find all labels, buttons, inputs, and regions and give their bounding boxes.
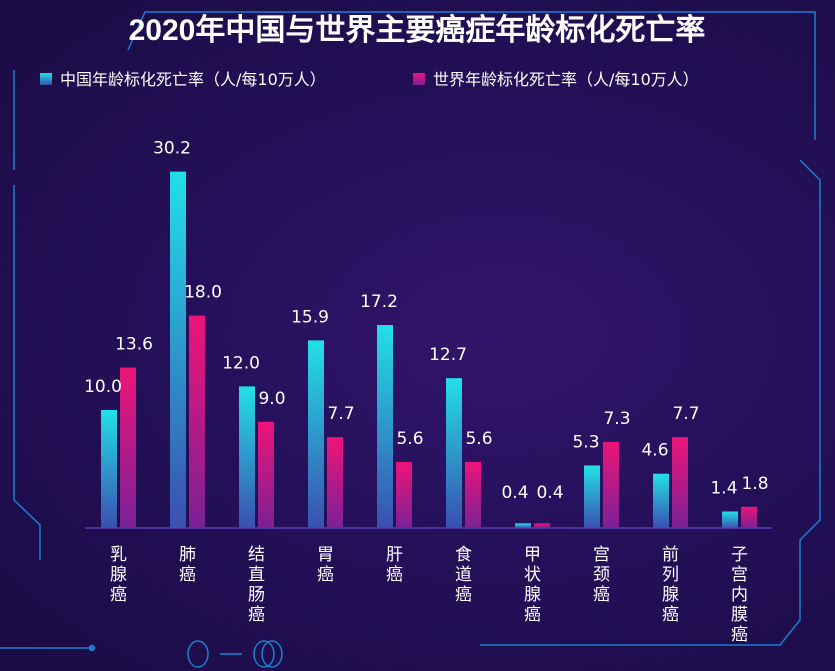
x-tick-label: 前 xyxy=(662,545,679,565)
bar-world xyxy=(396,461,412,528)
bar-world xyxy=(534,523,550,528)
bar-china xyxy=(308,340,324,528)
bar-world xyxy=(189,315,205,528)
data-label-china: 12.0 xyxy=(222,353,260,373)
x-tick-label: 肺 xyxy=(179,545,196,565)
bar-world xyxy=(120,367,136,528)
bars xyxy=(101,171,757,528)
legend: 中国年龄标化死亡率（人/每10万人） 世界年龄标化死亡率（人/每10万人） xyxy=(40,70,699,89)
x-tick-label: 癌 xyxy=(386,565,403,585)
bar-world xyxy=(672,437,688,528)
data-label-world: 13.6 xyxy=(115,335,153,355)
x-tick-label: 腺 xyxy=(662,585,679,605)
legend-label-world: 世界年龄标化死亡率（人/每10万人） xyxy=(433,70,699,89)
bar-china xyxy=(101,410,117,528)
legend-swatch-china xyxy=(40,73,52,85)
x-tick-label: 道 xyxy=(455,565,472,585)
x-tick-label: 列 xyxy=(662,565,679,585)
legend-swatch-world xyxy=(413,73,425,85)
x-tick-label: 乳 xyxy=(110,545,127,565)
frame-line-left xyxy=(13,70,41,560)
x-tick-label: 结 xyxy=(248,545,265,565)
frame-line-right xyxy=(480,159,821,646)
chart-title: 2020年中国与世界主要癌症年龄标化死亡率 xyxy=(129,13,706,47)
x-tick-label: 癌 xyxy=(662,605,679,625)
x-tick-label: 膜 xyxy=(731,605,748,625)
bar-china xyxy=(170,171,186,528)
legend-label-china: 中国年龄标化死亡率（人/每10万人） xyxy=(60,70,326,89)
data-label-world: 9.0 xyxy=(258,389,285,409)
x-tick-label: 状 xyxy=(524,565,541,585)
x-tick-label: 子 xyxy=(731,545,748,565)
data-label-china: 12.7 xyxy=(429,345,467,365)
x-tick-label: 癌 xyxy=(248,605,265,625)
bar-china xyxy=(722,511,738,528)
frame-line-top xyxy=(127,11,816,140)
data-label-world: 5.6 xyxy=(465,429,492,449)
x-tick-label: 癌 xyxy=(179,565,196,585)
bar-world xyxy=(258,421,274,528)
x-tick-label: 肝 xyxy=(386,545,403,565)
bar-world xyxy=(603,441,619,528)
data-label-china: 0.4 xyxy=(501,483,528,503)
data-labels: 10.0 13.6 30.2 18.0 12.0 9.0 15.9 7.7 17.2 5.6 12.… xyxy=(84,139,768,503)
x-tick-label: 癌 xyxy=(455,585,472,605)
x-tick-label: 宫 xyxy=(593,545,610,565)
x-tick-label: 癌 xyxy=(593,585,610,605)
bar-china xyxy=(515,523,531,528)
data-label-china: 1.4 xyxy=(710,478,737,498)
data-label-world: 7.3 xyxy=(603,409,630,429)
x-tick-label: 颈 xyxy=(593,565,610,585)
bar-china xyxy=(653,473,669,528)
x-tick-label: 宫 xyxy=(731,565,748,585)
data-label-china: 10.0 xyxy=(84,377,122,397)
data-label-world: 5.6 xyxy=(396,429,423,449)
x-tick-label: 癌 xyxy=(317,565,334,585)
x-tick-label: 胃 xyxy=(317,545,334,565)
x-tick-label: 腺 xyxy=(524,585,541,605)
data-label-china: 30.2 xyxy=(153,139,191,159)
x-tick-label: 癌 xyxy=(524,605,541,625)
x-tick-label: 肠 xyxy=(248,585,265,605)
data-label-china: 5.3 xyxy=(572,432,599,452)
bar-world xyxy=(741,506,757,528)
x-tick-label: 癌 xyxy=(731,625,748,645)
bar-world xyxy=(327,437,343,528)
bar-china xyxy=(584,465,600,528)
bar-china xyxy=(446,378,462,528)
data-label-world: 18.0 xyxy=(184,283,222,303)
x-tick-label: 癌 xyxy=(110,585,127,605)
decorations xyxy=(0,11,821,668)
data-label-world: 1.8 xyxy=(741,474,768,494)
data-label-china: 15.9 xyxy=(291,307,329,327)
x-tick-label: 食 xyxy=(455,545,472,565)
x-tick-label: 甲 xyxy=(524,545,541,565)
data-label-world: 7.7 xyxy=(672,404,699,424)
bar-world xyxy=(465,461,481,528)
x-tick-label: 内 xyxy=(731,585,748,605)
data-label-china: 4.6 xyxy=(641,441,668,461)
data-label-world: 7.7 xyxy=(327,404,354,424)
x-tick-label: 腺 xyxy=(110,565,127,585)
bar-china xyxy=(377,325,393,528)
data-label-world: 0.4 xyxy=(536,483,563,503)
data-label-china: 17.2 xyxy=(360,292,398,312)
x-tick-label: 直 xyxy=(248,565,265,585)
bar-china xyxy=(239,386,255,528)
